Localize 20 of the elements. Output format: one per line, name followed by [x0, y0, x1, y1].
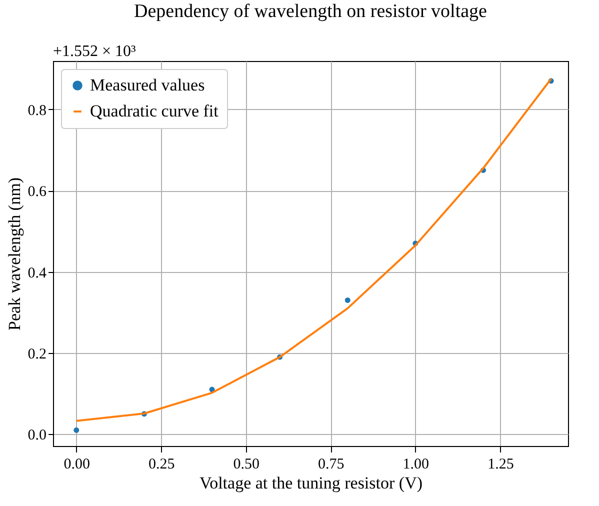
x-tick-label: 1.00 — [402, 456, 430, 472]
x-tick-label: 0.00 — [64, 456, 90, 472]
point — [344, 297, 350, 303]
x-tick-label: 0.25 — [148, 456, 175, 472]
line-series — [75, 78, 552, 422]
legend-label: Measured values — [90, 76, 205, 94]
legend-label: Quadratic curve fit — [90, 102, 219, 120]
x-tick-label: 0.50 — [233, 456, 260, 472]
y-tick-label: 0.6 — [28, 184, 47, 200]
text: +1.552 × 10³ — [53, 43, 136, 60]
y-tick-label: 0.0 — [28, 428, 46, 444]
y-tick-label: 0.4 — [28, 265, 47, 282]
chart-title: Dependency of wavelength on resistor voltage — [134, 1, 487, 22]
x-axis-title: Voltage at the tuning resistor (V) — [199, 474, 423, 492]
y-tick-label: 0.8 — [28, 102, 46, 119]
y-tick-label: 0.2 — [28, 346, 46, 362]
x-tick-label: 1.25 — [488, 456, 514, 472]
point — [74, 427, 80, 433]
x-tick-label: 0.75 — [318, 456, 344, 472]
y-axis-title: Peak wavelength (nm) — [4, 178, 24, 330]
